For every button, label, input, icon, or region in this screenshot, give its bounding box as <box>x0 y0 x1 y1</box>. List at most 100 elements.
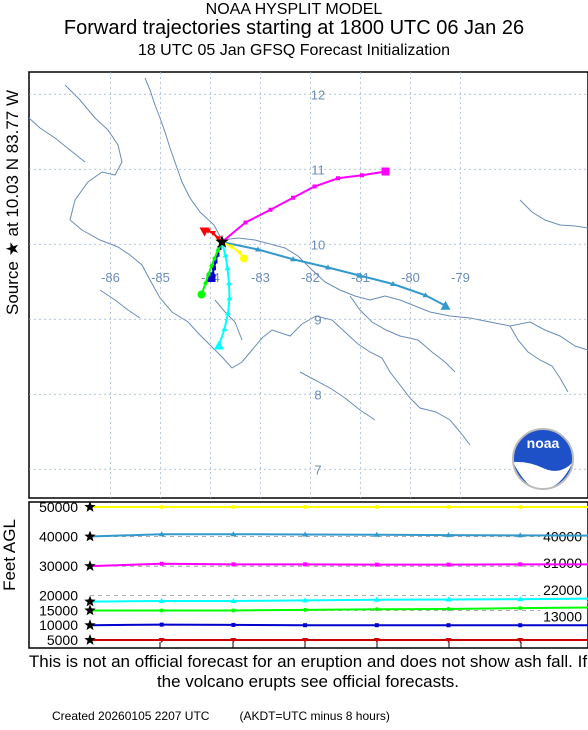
trajectory-point <box>226 295 233 301</box>
altitude-point <box>374 562 379 567</box>
coast-segment <box>299 371 376 421</box>
altitude-point <box>373 638 380 643</box>
trajectory-point <box>221 326 228 331</box>
altitude-point <box>303 607 308 612</box>
altitude-point <box>230 597 237 603</box>
altitude-point <box>518 505 523 509</box>
altitude-point <box>446 623 451 628</box>
altitude-point <box>374 505 379 509</box>
altitude-tick-label: 15000 <box>39 602 78 618</box>
trajectory-point <box>213 259 218 264</box>
altitude-point <box>446 505 451 509</box>
altitude-point <box>159 622 164 627</box>
map-frame <box>28 71 588 499</box>
lat-tick-label: 10 <box>311 237 325 252</box>
altitude-line <box>89 562 588 568</box>
created-timestamp: Created 20260105 2207 UTC <box>52 709 210 723</box>
altitude-point <box>303 505 308 509</box>
chart-subtitle: Forward trajectories starting at 1800 UT… <box>63 17 525 39</box>
altitude-point <box>158 638 165 643</box>
altitude-point <box>231 622 236 627</box>
coast-segment <box>509 325 569 393</box>
altitude-right-label: 22000 <box>543 582 582 598</box>
coast-segment <box>214 299 243 341</box>
trajectory-point <box>325 264 331 270</box>
trajectory-point <box>422 292 429 298</box>
trajectory-point <box>209 264 214 268</box>
altitude-tick-label: 30000 <box>39 558 78 574</box>
trajectory-point <box>357 272 364 278</box>
altitude-point <box>374 623 379 628</box>
trajectory-point <box>255 246 261 252</box>
altitude-right-label: 31000 <box>543 555 582 571</box>
altitude-line <box>89 623 588 627</box>
lat-tick-label: 11 <box>311 162 325 177</box>
altitude-point <box>231 562 236 567</box>
trajectory-line <box>218 241 231 346</box>
altitude-point <box>230 531 237 537</box>
altitude-point <box>517 596 524 602</box>
altitude-tick-label: 40000 <box>39 529 78 545</box>
trajectory-point <box>390 281 396 286</box>
trajectory-point <box>210 231 216 236</box>
altitude-point <box>445 596 452 602</box>
altitude-point <box>517 532 524 538</box>
footer: Created 20260105 2207 UTC (AKDT=UTC minus… <box>52 709 420 723</box>
trajectory-line <box>221 241 446 307</box>
altitude-line <box>90 606 588 612</box>
trajectory-point <box>226 280 232 286</box>
altitude-tick-label: 5000 <box>47 632 78 648</box>
trajectory-point <box>206 272 211 277</box>
time-tick-label: 20 <box>226 649 240 650</box>
altitude-start-star <box>84 619 96 631</box>
altitude-tick-label: 10000 <box>39 617 78 633</box>
altitude-right-label: 40000 <box>543 529 582 545</box>
altitude-point <box>445 532 452 538</box>
altitude-line <box>89 597 588 603</box>
altitude-point <box>446 606 451 611</box>
trajectory-point <box>199 227 210 237</box>
trajectory-point <box>212 266 216 271</box>
altitude-point <box>158 531 165 537</box>
trajectory-point <box>212 256 217 261</box>
time-tick-label: 23 <box>442 649 456 650</box>
altitude-point <box>230 638 237 643</box>
altitude-point <box>302 597 309 603</box>
coast-segment <box>349 295 456 373</box>
altitude-point <box>159 608 164 613</box>
altitude-lines <box>84 501 588 645</box>
time-tick-label: 21 <box>298 649 312 650</box>
lat-tick-label: 12 <box>311 87 325 102</box>
altitude-frame <box>28 501 588 649</box>
altitude-point <box>302 531 309 537</box>
trajectory-point <box>214 340 224 350</box>
altitude-point <box>303 623 308 628</box>
trajectory-point <box>197 290 206 299</box>
svg-text:noaa: noaa <box>527 435 560 451</box>
altitude-point <box>445 638 452 643</box>
coast-segment <box>519 199 588 229</box>
forecast-info: 18 UTC 05 Jan GFSQ Forecast Initializati… <box>137 42 451 59</box>
trajectory-point <box>440 300 451 310</box>
altitude-right-label: 13000 <box>543 608 582 624</box>
altitude-line <box>89 533 588 538</box>
trajectory-point <box>203 281 208 286</box>
trajectory-point <box>224 265 231 271</box>
altitude-point <box>159 561 164 566</box>
source-star <box>215 235 229 248</box>
altitude-start-star <box>84 560 96 571</box>
trajectory-point <box>240 254 248 263</box>
lon-tick-label: -79 <box>451 270 470 285</box>
trajectory-point <box>381 167 390 176</box>
altitude-point <box>302 638 309 643</box>
coast-segment <box>28 117 86 163</box>
coast-segment <box>64 84 471 446</box>
altitude-tick-label: 50000 <box>39 499 78 515</box>
altitude-point <box>374 607 379 612</box>
trajectory-point <box>312 184 317 189</box>
trajectory-point <box>336 176 340 181</box>
time-tick-label: 22 <box>370 649 384 650</box>
lon-tick-label: -80 <box>401 270 420 285</box>
trajectory-point <box>207 274 216 282</box>
altitude-point <box>231 608 236 613</box>
